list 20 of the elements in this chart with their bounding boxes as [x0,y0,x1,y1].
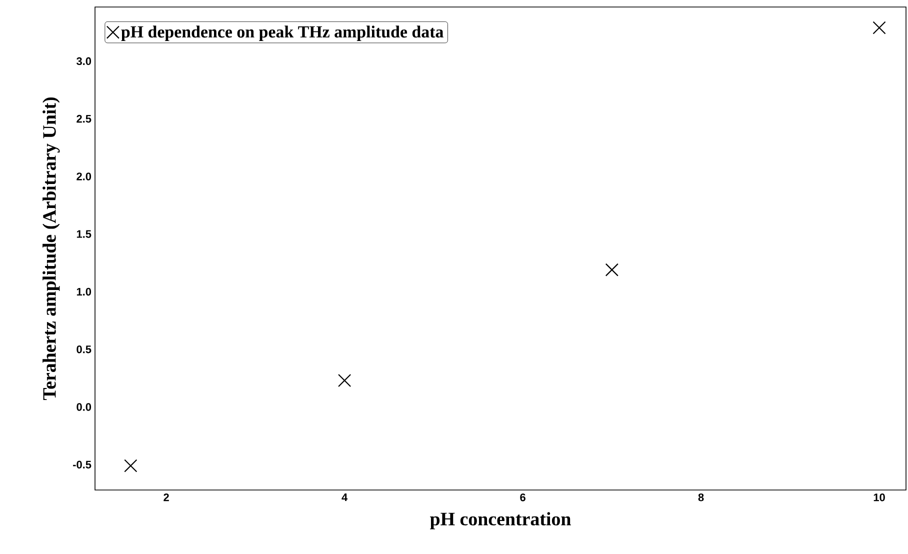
y-tick-label: 0.5 [76,345,92,354]
x-tick-label: 6 [520,494,526,502]
y-tick-label: 1.5 [76,230,92,238]
legend-label: pH dependence on peak THz amplitude data [121,26,444,42]
x-tick-label: 10 [874,494,885,502]
point [338,374,352,388]
x-tick-label: 8 [698,494,704,502]
y-tick-label: 1.0 [76,288,92,296]
x-tick-label: 4 [342,494,348,502]
point [872,21,886,34]
y-tick-label: 3.0 [76,57,92,66]
x-tick-label: 2 [164,494,169,502]
y-tick-label: 2.5 [76,114,92,123]
point [124,459,138,472]
y-tick-label: -0.5 [73,460,92,469]
y-axis-title: Terahertz amplitude (Arbitrary Unit) [42,97,60,400]
y-tick-label: 0.0 [76,403,92,411]
y-tick-label: 2.0 [76,172,92,180]
x-axis-title: pH concentration [430,512,571,530]
point [605,263,618,276]
